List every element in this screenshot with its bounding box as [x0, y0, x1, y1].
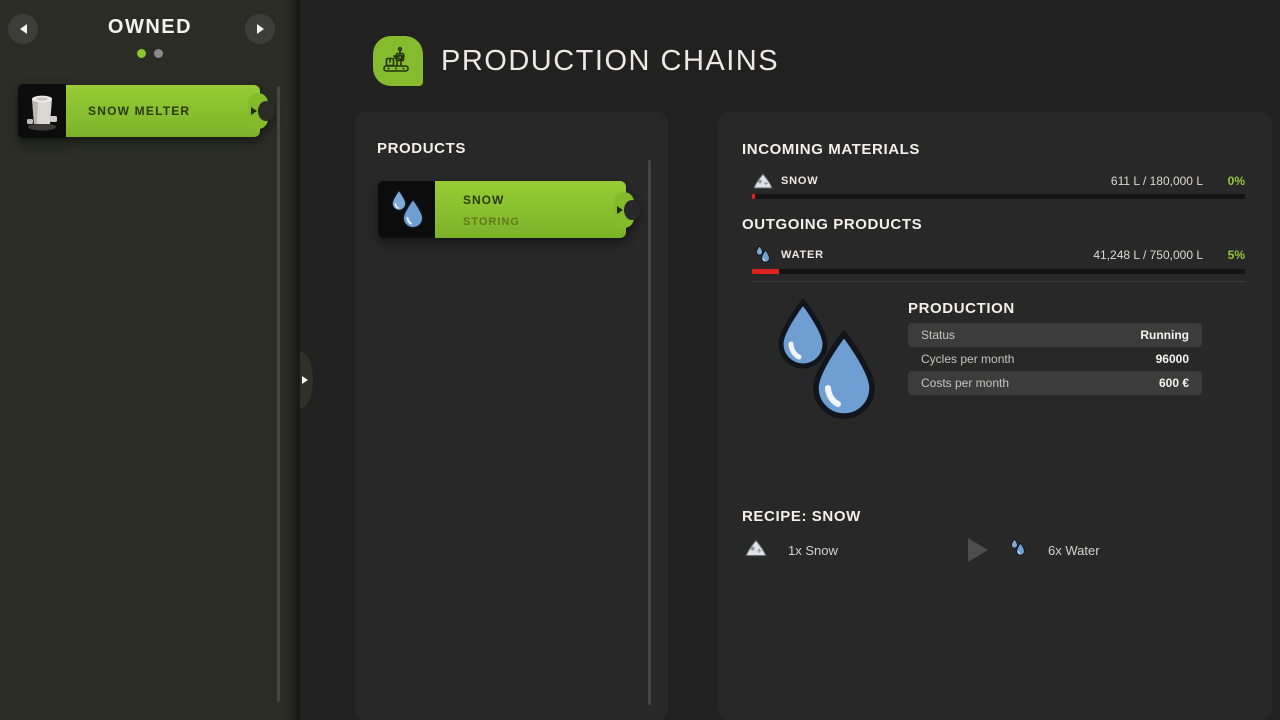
outgoing-products-title: OUTGOING PRODUCTS: [742, 216, 923, 233]
sidebar-title: OWNED: [107, 16, 193, 38]
snow-melter-label: SNOW MELTER: [88, 104, 191, 118]
page-header: PRODUCTION CHAINS: [373, 36, 779, 86]
recipe-row: 1x Snow 6x Water: [744, 536, 1100, 564]
outgoing-product-name: WATER: [781, 249, 824, 261]
outgoing-product-percent: 5%: [1227, 248, 1245, 262]
product-snow-tab: SNOW STORING: [435, 181, 640, 238]
row-value: Running: [1140, 328, 1189, 342]
arrow-right-icon: [256, 24, 264, 34]
production-chains-icon: [373, 36, 423, 86]
outgoing-product-row: WATER 41,248 L / 750,000 L 5%: [752, 245, 1245, 265]
owned-sidebar: OWNED SNOW MELTER: [0, 0, 300, 720]
recipe-output: 6x Water: [1048, 542, 1100, 558]
products-panel: PRODUCTS SNOW STORING: [355, 112, 668, 720]
item-arrow-icon: [251, 107, 257, 115]
tab-notch: [624, 199, 640, 220]
item-arrow-icon: [617, 205, 623, 214]
incoming-material-amount: 611 L / 180,000 L: [1110, 174, 1203, 188]
water-icon: [752, 245, 774, 265]
incoming-material-percent: 0%: [1227, 174, 1245, 188]
snow-icon: [744, 538, 768, 563]
incoming-fill-bar: [752, 194, 1245, 199]
outgoing-fill: [752, 269, 780, 274]
incoming-materials-title: INCOMING MATERIALS: [742, 141, 921, 158]
row-value: 600 €: [1158, 376, 1189, 390]
incoming-material-name: SNOW: [781, 175, 819, 187]
water-icon: [1010, 537, 1026, 564]
snow-melter-thumbnail: [18, 84, 66, 138]
prev-category-button[interactable]: [8, 14, 38, 44]
water-thumbnail: [378, 181, 435, 238]
next-category-button[interactable]: [245, 14, 275, 44]
recipe-title: RECIPE: SNOW: [742, 508, 861, 525]
row-value: 96000: [1155, 352, 1189, 366]
table-row-status: Status Running: [908, 323, 1202, 347]
products-title: PRODUCTS: [377, 140, 466, 157]
category-pager-dots: [0, 49, 300, 58]
page-title: PRODUCTION CHAINS: [441, 44, 780, 77]
outgoing-product-amount: 41,248 L / 750,000 L: [1093, 248, 1203, 262]
snow-melter-image: [27, 95, 57, 131]
sidebar-expand-tab[interactable]: [300, 352, 313, 408]
row-label: Costs per month: [921, 376, 1010, 390]
water-drops-icon: [390, 188, 424, 229]
pager-dot[interactable]: [137, 49, 146, 58]
incoming-fill: [752, 194, 755, 199]
snow-melter-tab: SNOW MELTER: [66, 85, 274, 137]
production-table: Status Running Cycles per month 96000 Co…: [908, 323, 1202, 395]
product-name: SNOW: [463, 193, 505, 207]
expand-arrow-icon: [302, 376, 308, 384]
outgoing-fill-bar: [752, 269, 1245, 274]
production-title: PRODUCTION: [908, 300, 1015, 317]
tab-notch: [258, 101, 274, 121]
arrow-left-icon: [19, 24, 27, 34]
products-scrollbar[interactable]: [648, 160, 651, 705]
table-row-cycles: Cycles per month 96000: [908, 347, 1202, 371]
recipe-arrow-icon: [968, 538, 988, 562]
snow-icon: [752, 172, 774, 190]
product-status: STORING: [463, 216, 520, 228]
product-item-snow[interactable]: SNOW STORING: [378, 181, 640, 238]
row-label: Status: [921, 328, 956, 342]
table-row-costs: Costs per month 600 €: [908, 371, 1202, 395]
water-product-illustration: [765, 290, 883, 443]
pager-dot[interactable]: [154, 49, 163, 58]
row-label: Cycles per month: [921, 352, 1015, 366]
owned-item-snow-melter[interactable]: SNOW MELTER: [18, 84, 274, 138]
recipe-input: 1x Snow: [788, 542, 838, 558]
sidebar-scrollbar[interactable]: [277, 86, 280, 702]
incoming-material-row: SNOW 611 L / 180,000 L 0%: [752, 171, 1245, 191]
section-divider: [752, 281, 1245, 282]
production-details-panel: INCOMING MATERIALS SNOW 611 L / 180,000 …: [718, 112, 1272, 720]
